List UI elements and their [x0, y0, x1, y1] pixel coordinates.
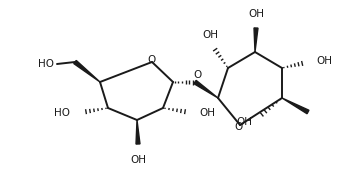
Text: OH: OH [199, 108, 215, 118]
Text: O: O [194, 70, 202, 80]
Text: OH: OH [202, 30, 218, 40]
Polygon shape [194, 80, 218, 98]
Text: HO: HO [38, 59, 54, 69]
Polygon shape [282, 98, 309, 114]
Text: O: O [235, 122, 243, 132]
Text: OH: OH [236, 117, 252, 127]
Polygon shape [74, 60, 100, 82]
Text: HO: HO [54, 108, 70, 118]
Text: OH: OH [248, 9, 264, 19]
Text: OH: OH [130, 155, 146, 165]
Polygon shape [136, 120, 140, 144]
Text: O: O [148, 55, 156, 65]
Text: OH: OH [316, 56, 332, 66]
Polygon shape [254, 28, 258, 52]
